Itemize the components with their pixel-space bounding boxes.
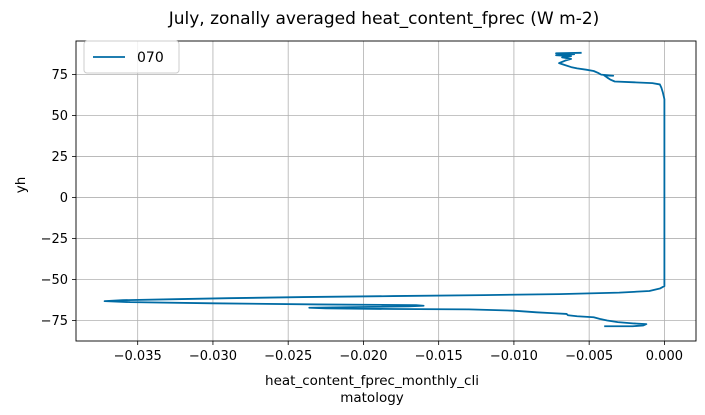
y-axis-label: yh bbox=[13, 177, 29, 194]
x-tick-label: −0.035 bbox=[114, 349, 162, 364]
y-tick-label: 25 bbox=[51, 150, 68, 165]
series-layer bbox=[103, 51, 666, 328]
grid-lines bbox=[76, 41, 696, 341]
y-tick-label: −50 bbox=[41, 273, 68, 288]
plot-frame bbox=[75, 40, 697, 342]
x-axis-label-line-1: heat_content_fprec_monthly_cli bbox=[265, 373, 479, 389]
y-tick-label: 50 bbox=[51, 109, 68, 124]
x-tick-label: −0.020 bbox=[339, 349, 387, 364]
x-tick-label: −0.015 bbox=[415, 349, 463, 364]
x-tick-label: 0.000 bbox=[646, 349, 683, 364]
series-line-070 bbox=[103, 51, 666, 328]
y-tick-label: −75 bbox=[41, 314, 68, 329]
legend: 070 bbox=[83, 40, 180, 74]
x-axis: −0.035 −0.030 −0.025 −0.020 −0.015 −0.010 −0.0… bbox=[114, 341, 683, 364]
legend-label: 070 bbox=[137, 50, 164, 66]
x-tick-label: −0.005 bbox=[565, 349, 613, 364]
y-axis: −75 −50 −25 0 25 50 75 bbox=[41, 68, 76, 329]
x-tick-label: −0.010 bbox=[490, 349, 538, 364]
y-tick-label: −25 bbox=[41, 232, 68, 247]
x-axis-label-line-2: matology bbox=[340, 390, 404, 406]
legend-box bbox=[83, 40, 180, 74]
x-tick-label: −0.030 bbox=[189, 349, 237, 364]
y-tick-label: 75 bbox=[51, 68, 68, 83]
x-tick-label: −0.025 bbox=[264, 349, 312, 364]
y-tick-label: 0 bbox=[60, 191, 68, 206]
chart-title: July, zonally averaged heat_content_fpre… bbox=[168, 9, 600, 29]
